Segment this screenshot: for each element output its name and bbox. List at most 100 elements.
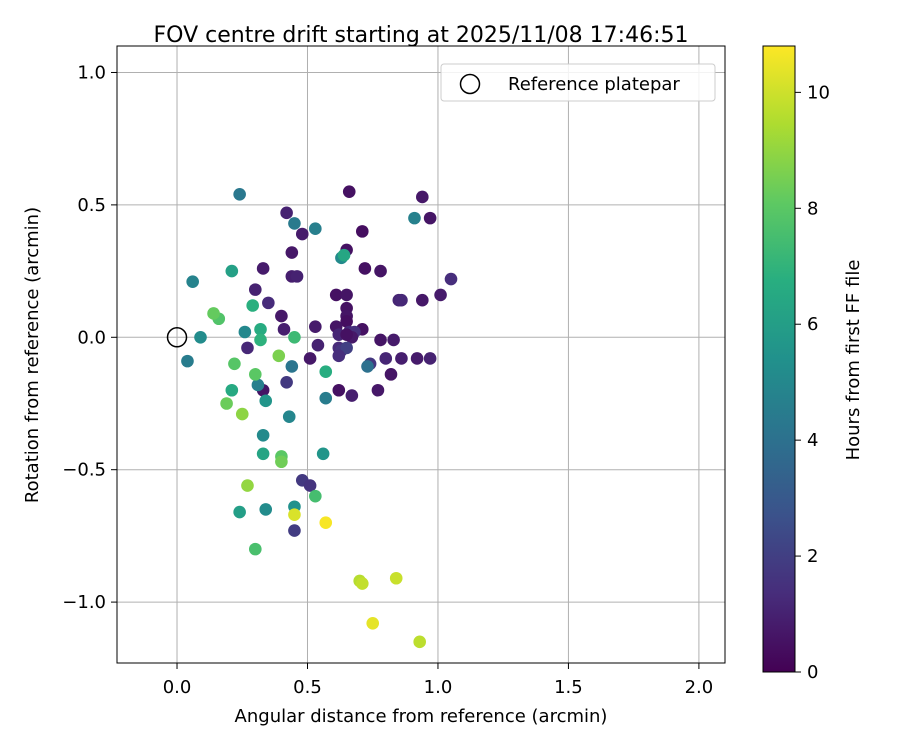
data-point [246,299,259,312]
data-point [423,211,437,225]
grid-lines [117,46,725,663]
data-point [290,270,304,283]
data-point [374,333,387,347]
colorbar [762,45,796,673]
data-point [181,354,194,368]
data-point [285,246,299,259]
data-point [340,341,353,355]
colorbar-tick-label: 4 [807,430,818,451]
data-point [371,383,385,397]
x-tick-label: 1.5 [554,677,583,698]
data-point [303,479,317,492]
colorbar-tick-label: 8 [807,198,818,219]
data-point [379,352,393,365]
data-point [413,635,426,649]
y-tick-label: 0.0 [77,327,106,348]
data-point [319,391,333,405]
data-point [280,206,293,220]
y-tick-label: −0.5 [62,460,106,481]
data-point [259,503,273,516]
plot-frame [116,45,726,664]
data-point [416,190,429,204]
reference-point-marker [166,327,188,348]
x-tick-label: 1.0 [424,677,453,698]
data-point [345,389,359,402]
data-point [186,275,199,288]
chart-title: FOV centre drift starting at 2025/11/08 … [154,23,689,48]
data-point [332,349,346,363]
data-point [319,516,333,529]
data-point [285,360,299,373]
data-point [288,330,301,344]
data-point [361,360,374,373]
colorbar-ticks: 0 2 4 6 8 10 [795,82,830,683]
data-point [389,571,403,585]
y-axis-ticks: 1.0 0.5 0.0 −0.5 −1.0 [62,62,117,613]
data-point [220,397,233,410]
data-point [366,616,380,630]
data-point [233,187,246,201]
data-point [416,293,429,307]
x-tick-label: 0.5 [293,677,322,698]
data-point [408,211,421,225]
data-point [410,352,424,365]
data-point [342,185,356,198]
data-point [249,283,262,296]
y-tick-label: −1.0 [62,592,106,613]
data-point [277,323,291,336]
y-axis-label: Rotation from reference (arcmin) [22,207,43,503]
data-point [275,309,288,323]
data-point [444,272,458,286]
data-point [295,227,309,241]
data-point [241,479,254,492]
data-point [254,323,267,336]
data-point [282,410,296,424]
data-point [303,352,317,365]
colorbar-tick-label: 6 [807,314,818,335]
colorbar-label: Hours from first FF file [843,260,864,461]
legend-entry-reference-platepar: Reference platepar [508,74,680,95]
data-point [309,222,322,236]
data-point [228,357,241,371]
data-point [309,320,322,333]
y-tick-label: 1.0 [77,62,106,83]
data-point [332,383,346,397]
data-point [316,447,330,461]
data-point [207,307,220,320]
legend: Reference platepar [440,63,716,102]
data-point [241,341,254,355]
legend-box [440,63,716,102]
data-point [272,349,286,363]
data-point [319,365,333,379]
data-point [355,225,369,238]
data-point [256,447,270,461]
data-point [288,524,301,537]
data-point [288,508,301,522]
data-point [358,262,372,275]
x-axis-ticks: 0.0 0.5 1.0 1.5 2.0 [163,663,714,698]
data-point [329,288,343,302]
legend-marker [459,73,481,95]
y-tick-label: 0.5 [77,195,106,216]
x-tick-label: 2.0 [685,677,714,698]
data-point [235,407,249,421]
data-point [395,352,408,365]
colorbar-tick-label: 10 [807,82,830,103]
data-point [288,217,301,230]
data-point [249,542,262,556]
data-point [395,293,408,307]
data-point [238,325,252,339]
data-point [194,330,207,344]
colorbar-tick-label: 0 [807,662,818,683]
data-point [225,264,239,278]
data-point [280,376,293,389]
x-axis-label: Angular distance from reference (arcmin) [235,706,608,727]
data-point [256,262,270,275]
data-point [340,288,353,302]
colorbar-tick-label: 2 [807,546,818,567]
data-point [262,296,275,310]
data-point [434,288,447,302]
data-point [387,333,400,347]
data-point [374,264,387,278]
